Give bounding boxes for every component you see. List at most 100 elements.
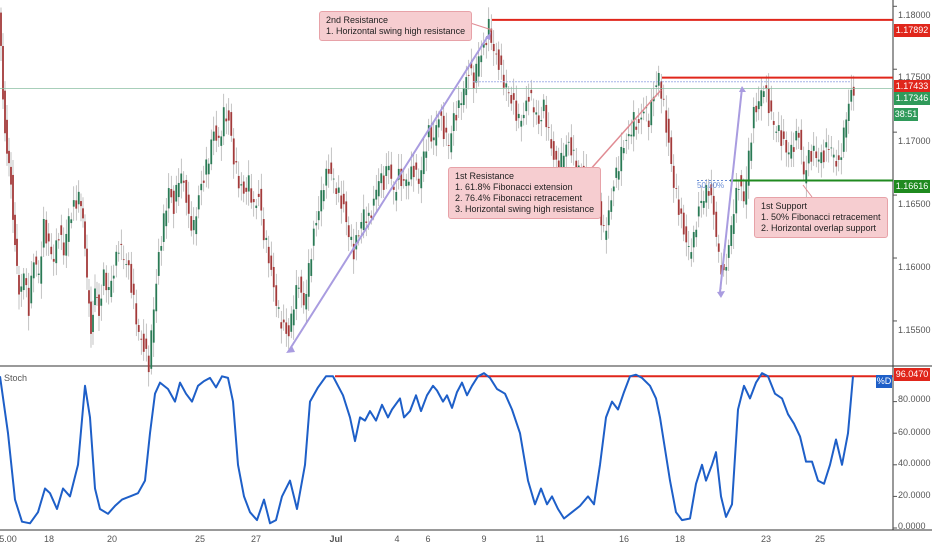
candle-body — [840, 157, 843, 160]
candle-body — [94, 288, 96, 306]
candle-body — [14, 214, 16, 246]
candle-body — [640, 117, 643, 120]
candle-body — [780, 130, 783, 146]
candle-body — [770, 100, 773, 112]
candle-body — [500, 55, 503, 65]
candle-body — [235, 161, 238, 163]
candle-body — [145, 338, 148, 349]
candle-body — [395, 191, 398, 201]
candle-body — [265, 237, 268, 241]
candle-body — [60, 225, 63, 235]
candle-body — [375, 189, 378, 200]
candle-body — [815, 151, 818, 159]
candle-body — [220, 136, 223, 146]
date-tick: 23 — [760, 534, 772, 544]
candle-body — [687, 246, 690, 247]
candle-body — [712, 195, 715, 215]
candle-body — [545, 104, 548, 128]
candle-body — [330, 162, 333, 174]
second-resistance-price-label: 1.17892 — [894, 24, 930, 37]
candle-body — [77, 191, 80, 205]
candle-body — [88, 290, 90, 304]
candle-body — [242, 181, 245, 194]
candle-body — [392, 186, 395, 190]
candle-body — [785, 140, 788, 153]
candle-body — [507, 92, 510, 94]
candle-body — [715, 211, 718, 237]
candle-body — [472, 72, 475, 89]
candle-body — [155, 283, 158, 312]
candle-body — [252, 199, 255, 203]
candle-body — [50, 246, 53, 255]
candle-body — [280, 322, 283, 329]
candle-body — [232, 138, 235, 165]
candle-body — [185, 179, 188, 203]
candle-body — [350, 236, 353, 240]
candle-body — [817, 159, 820, 162]
candle-body — [442, 115, 445, 140]
candle-body — [805, 170, 808, 184]
candle-body — [567, 141, 570, 143]
candle-body — [657, 72, 660, 86]
candle-body — [820, 152, 823, 164]
candle-body — [382, 175, 385, 190]
candle-body — [410, 166, 413, 180]
candle-body — [84, 221, 86, 249]
candle-body — [812, 145, 815, 151]
candle-body — [292, 309, 295, 326]
candle-body — [517, 113, 520, 119]
price-tick: 1.17000 — [898, 136, 931, 146]
candle-body — [670, 137, 673, 164]
candle-body — [310, 259, 313, 276]
candle-body — [830, 147, 833, 149]
candle-body — [762, 91, 765, 97]
candle-body — [435, 125, 438, 146]
candle-body — [772, 121, 775, 125]
candle-body — [650, 100, 653, 126]
candle-body — [290, 313, 293, 332]
current-price-label: 1.17346 — [894, 92, 930, 105]
candle-body — [112, 275, 115, 279]
candle-body — [720, 265, 723, 275]
candle-body — [465, 77, 468, 96]
candle-body — [352, 243, 355, 260]
candle-body — [847, 103, 850, 121]
stoch-d-line — [0, 372, 854, 525]
candle-body — [755, 105, 758, 113]
candle-body — [365, 221, 368, 223]
candle-body — [535, 112, 538, 115]
candle-body — [562, 155, 565, 168]
candle-body — [282, 319, 285, 323]
candle-body — [602, 225, 605, 226]
candle-body — [370, 215, 373, 218]
candle-body — [490, 28, 493, 43]
candle-body — [502, 74, 505, 88]
stoch-title: Stoch — [4, 373, 28, 383]
stoch-tick: 0.0000 — [898, 521, 926, 531]
candle-body — [212, 131, 215, 141]
candle-body — [842, 127, 845, 152]
candle-body — [130, 263, 133, 293]
candle-body — [487, 18, 490, 38]
price-tick: 1.16000 — [898, 262, 931, 272]
candle-body — [852, 86, 855, 96]
candle-body — [92, 314, 94, 332]
candle-body — [750, 142, 753, 161]
first-resistance-price-label: 1.17433 — [894, 80, 930, 93]
candle-body — [187, 194, 190, 214]
candle-body — [30, 275, 33, 304]
candle-body — [555, 150, 558, 160]
candle-body — [612, 186, 615, 192]
date-tick: Jul — [329, 534, 343, 544]
stoch-series-label: %D — [876, 375, 892, 388]
first-support-annotation: 1st Support 1. 50% Fibonacci retracement… — [754, 197, 888, 238]
candle-body — [400, 168, 403, 187]
candle-body — [255, 205, 258, 208]
candle-body — [305, 294, 308, 310]
candle-body — [342, 193, 345, 205]
candle-body — [357, 235, 360, 237]
candle-body — [137, 325, 140, 332]
candle-body — [180, 173, 183, 184]
candle-body — [177, 182, 180, 198]
candle-body — [572, 149, 575, 151]
